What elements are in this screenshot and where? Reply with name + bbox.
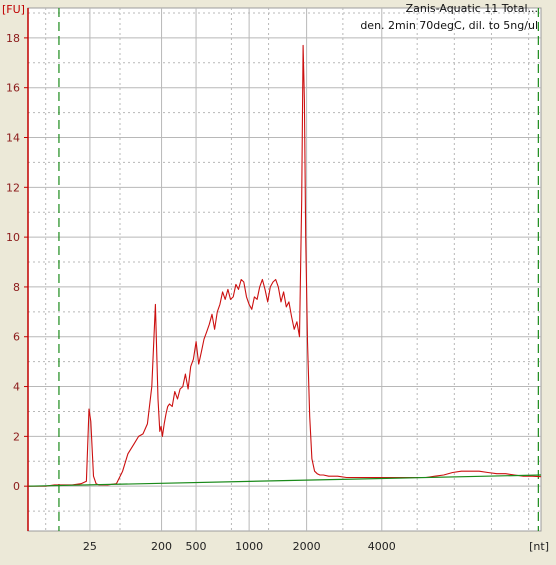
marker-lines: [58, 8, 539, 531]
grid: [28, 8, 541, 531]
y-tick-label: 10: [6, 231, 20, 244]
y-tick-label: 12: [6, 181, 20, 194]
x-tick-label: 2000: [293, 540, 321, 553]
y-tick-labels: 0 2 4 6 8 10 12 14 16 18: [6, 32, 28, 493]
sample-name-annotation: Zanis-Aquatic 11 Total...: [406, 2, 538, 15]
y-tick-label: 4: [13, 381, 20, 394]
x-tick-label: 1000: [235, 540, 263, 553]
series-group: [27, 44, 542, 487]
x-axis-unit: [nt]: [529, 540, 549, 553]
x-tick-labels: 25 200 500 1000 2000 4000: [83, 540, 396, 553]
x-tick-label: 500: [186, 540, 207, 553]
y-tick-label: 0: [13, 480, 20, 493]
sample-condition-annotation: den. 2min 70degC, dil. to 5ng/ul: [360, 19, 538, 32]
y-tick-label: 14: [6, 132, 20, 145]
y-tick-label: 6: [13, 331, 20, 344]
x-tick-label: 25: [83, 540, 97, 553]
y-tick-label: 2: [13, 430, 20, 443]
baseline-line: [27, 474, 542, 487]
y-tick-label: 8: [13, 281, 20, 294]
x-tick-label: 4000: [368, 540, 396, 553]
y-axis-unit: [FU]: [2, 3, 25, 16]
plot-area: [27, 7, 542, 532]
x-tick-label: 200: [151, 540, 172, 553]
electropherogram-line: [28, 44, 542, 487]
y-tick-label: 18: [6, 32, 20, 45]
y-tick-label: 16: [6, 82, 20, 95]
